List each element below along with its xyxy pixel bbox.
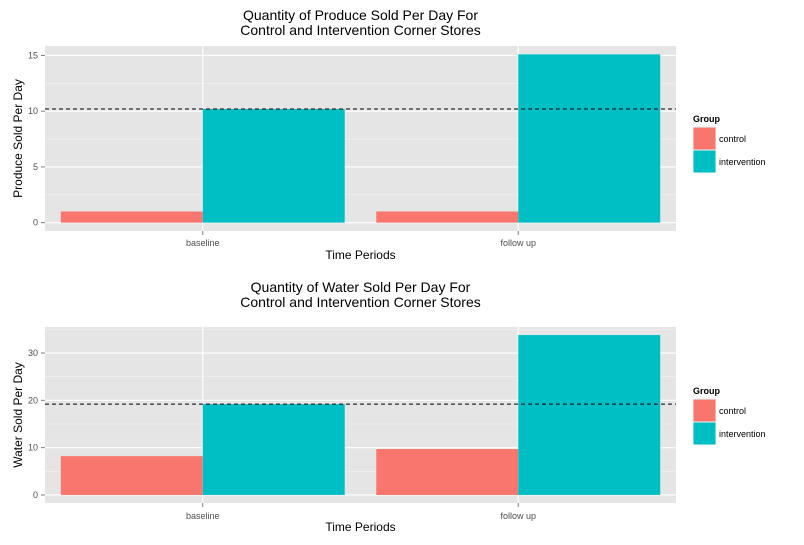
legend-swatch-control <box>693 399 716 422</box>
legend-label-intervention: intervention <box>719 157 766 167</box>
legend: Group control intervention <box>693 386 766 445</box>
legend-label-control: control <box>719 134 746 144</box>
legend-swatch-control <box>693 127 716 150</box>
bar-control-follow-up <box>376 449 519 495</box>
chart-title: Quantity of Water Sold Per Day For <box>251 279 471 295</box>
y-tick-label: 0 <box>33 218 38 228</box>
bar-control-baseline <box>60 211 203 223</box>
bar-intervention-follow-up <box>518 335 661 495</box>
bar-intervention-baseline <box>202 108 345 223</box>
y-tick-label: 0 <box>33 490 38 500</box>
legend-swatch-intervention <box>693 422 716 445</box>
x-axis-title: Time Periods <box>325 520 395 534</box>
legend-swatch-intervention <box>693 150 716 173</box>
chart-title: Quantity of Produce Sold Per Day For <box>243 7 478 23</box>
y-tick-label: 30 <box>28 348 38 358</box>
legend-label-control: control <box>719 406 746 416</box>
y-tick-label: 10 <box>28 443 38 453</box>
chart-title: Control and Intervention Corner Stores <box>240 22 480 38</box>
bar-control-baseline <box>60 456 203 495</box>
legend-title: Group <box>693 386 720 396</box>
y-tick-label: 15 <box>28 50 38 60</box>
y-tick-label: 20 <box>28 395 38 405</box>
legend: Group control intervention <box>693 114 766 173</box>
chart-title: Control and Intervention Corner Stores <box>240 294 480 310</box>
y-tick-label: 5 <box>33 162 38 172</box>
x-axis-title: Time Periods <box>325 248 395 262</box>
y-axis-title: Produce Sold Per Day <box>11 79 25 198</box>
x-tick-label: baseline <box>186 511 220 521</box>
y-tick-label: 10 <box>28 106 38 116</box>
legend-title: Group <box>693 114 720 124</box>
x-tick-label: follow up <box>500 511 536 521</box>
bar-intervention-baseline <box>202 404 345 495</box>
chart-panel-2: 0 10 20 30 baseline follow up Quantity of Wate… <box>11 279 766 534</box>
x-tick-label: follow up <box>500 238 536 248</box>
bar-intervention-follow-up <box>518 54 661 223</box>
bar-control-follow-up <box>376 211 519 223</box>
y-axis-title: Water Sold Per Day <box>11 362 25 468</box>
chart-panel-1: 0 5 10 15 baseline follow up Quantity of Produ… <box>11 7 766 262</box>
legend-label-intervention: intervention <box>719 429 766 439</box>
x-tick-label: baseline <box>186 238 220 248</box>
